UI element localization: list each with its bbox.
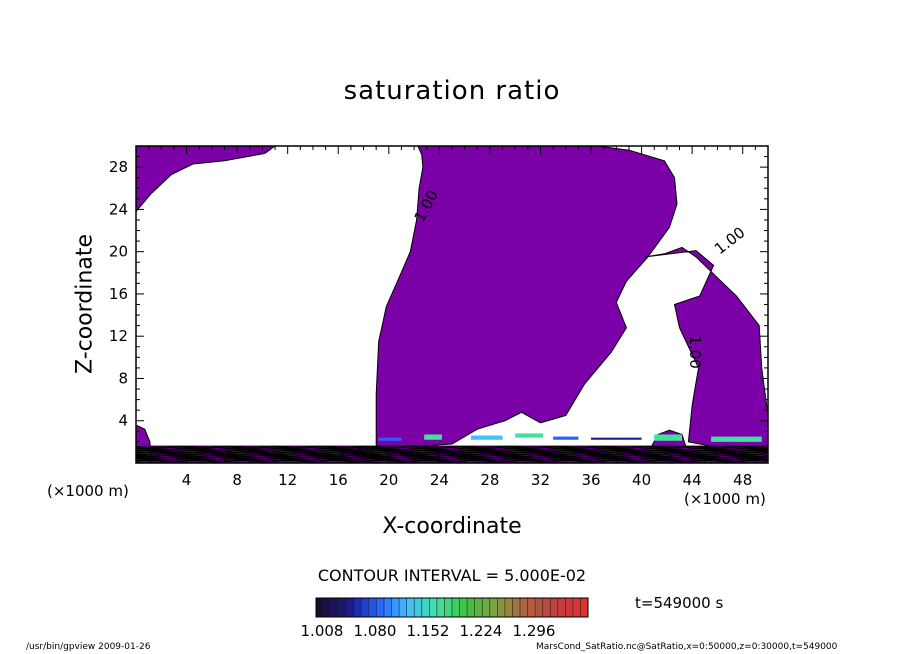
x-tick-label-16: 16	[329, 471, 348, 489]
surface-band-2	[470, 435, 503, 440]
colorbar-cell-33	[565, 598, 573, 617]
x-axis-label: X-coordinate	[382, 514, 522, 539]
colorbar-cell-30	[542, 598, 551, 617]
chart-title: saturation ratio	[343, 76, 561, 106]
surface-band-5	[654, 434, 683, 441]
contour-label-1: 1.00	[711, 223, 748, 258]
colorbar-cell-20	[467, 598, 475, 617]
footer-right: MarsCond_SatRatio.nc@SatRatio,x=0:50000,…	[536, 642, 838, 652]
colorbar-cell-13	[414, 598, 422, 617]
colorbar-cell-34	[572, 598, 581, 617]
colorbar-cell-27	[520, 598, 528, 617]
surface-contour-line-8	[135, 445, 769, 449]
surface-contour-line-7	[135, 447, 769, 451]
y-tick-label-12: 12	[109, 327, 128, 345]
region-right-lobe	[645, 246, 769, 447]
colorbar-cell-14	[421, 598, 430, 617]
x-tick-label-8: 8	[232, 471, 242, 489]
x-tick-label-20: 20	[379, 471, 398, 489]
x-unit-label-left: (×1000 m)	[47, 482, 129, 500]
surface-contour-line-3	[135, 454, 769, 458]
colorbar-cell-8	[376, 598, 384, 617]
x-unit-label-right: (×1000 m)	[684, 490, 766, 508]
y-axis-label-wrap: Z-coordinate	[68, 145, 102, 463]
colorbar-cell-3	[338, 598, 347, 617]
colorbar-label-4: 1.296	[513, 622, 556, 640]
surface-contour-line-6	[135, 449, 769, 453]
x-tick-label-44: 44	[683, 471, 702, 489]
surface-contour-line-4	[135, 452, 769, 456]
x-tick-label-12: 12	[278, 471, 297, 489]
surface-band-6	[711, 436, 762, 442]
time-label: t=549000 s	[635, 594, 724, 612]
x-tick-label-36: 36	[581, 471, 600, 489]
colorbar-cell-23	[489, 598, 498, 617]
surface-band-7	[591, 437, 642, 440]
y-tick-label-24: 24	[109, 200, 128, 218]
colorbar-cell-5	[353, 598, 362, 617]
colorbar-label-1: 1.080	[354, 622, 397, 640]
surface-band-0	[378, 437, 402, 441]
y-axis-label: Z-coordinate	[72, 234, 98, 374]
surface-band-3	[515, 433, 544, 438]
colorbar-cell-22	[482, 598, 490, 617]
colorbar-cell-32	[557, 598, 566, 617]
colorbar-cell-26	[512, 598, 520, 617]
x-tick-label-32: 32	[531, 471, 550, 489]
x-tick-label-28: 28	[480, 471, 499, 489]
colorbar-cell-31	[550, 598, 558, 617]
surface-contour-line-5	[135, 450, 769, 454]
colorbar-cell-21	[474, 598, 483, 617]
colorbar-cell-9	[384, 598, 392, 617]
colorbar-cell-35	[580, 598, 588, 617]
y-tick-label-28: 28	[109, 158, 128, 176]
surface-band-1	[424, 434, 442, 440]
x-ticks: 4 8 12 16 20 24 28 32 36 40 44 48	[148, 146, 756, 489]
colorbar-cell-17	[444, 598, 452, 617]
colorbar-border	[315, 597, 589, 618]
colorbar-cell-1	[323, 598, 332, 617]
y-tick-label-4: 4	[118, 412, 128, 430]
colorbar-cell-15	[429, 598, 437, 617]
region-central	[375, 145, 678, 447]
x-tick-label-40: 40	[632, 471, 651, 489]
colorbar-cell-24	[497, 598, 505, 617]
colorbar-label-3: 1.224	[460, 622, 503, 640]
contour-label-3: 0.00	[340, 445, 373, 463]
colorbar-cell-28	[527, 598, 536, 617]
colorbar-cell-7	[368, 598, 377, 617]
y-tick-label-16: 16	[109, 285, 128, 303]
contour-interval: CONTOUR INTERVAL = 5.000E-02	[317, 566, 587, 585]
x-tick-label-48: 48	[733, 471, 752, 489]
colorbar-label-2: 1.152	[407, 622, 450, 640]
colorbar	[315, 597, 589, 618]
colorbar-labels: 1.008 1.080 1.152 1.224 1.296	[301, 622, 556, 640]
colorbar-cell-0	[316, 598, 324, 617]
surface-band-4	[553, 436, 579, 440]
colorbar-cell-4	[346, 598, 354, 617]
colorbar-cell-18	[452, 598, 460, 617]
x-tick-label-4: 4	[182, 471, 192, 489]
colorbar-cell-25	[504, 598, 513, 617]
colorbar-label-0: 1.008	[301, 622, 344, 640]
y-tick-label-8: 8	[118, 369, 128, 387]
colorbar-cell-2	[331, 598, 339, 617]
region-top-left	[135, 145, 277, 213]
colorbar-cell-29	[535, 598, 543, 617]
y-tick-label-20: 20	[109, 243, 128, 261]
footer-left: /usr/bin/gpview 2009-01-26	[26, 642, 151, 652]
surface-contour-line-2	[135, 456, 769, 459]
colorbar-cell-11	[399, 598, 407, 617]
contour-label-2: 1.00	[686, 335, 704, 368]
colorbar-cell-16	[436, 598, 445, 617]
contour-fill-regions	[135, 145, 769, 464]
x-tick-label-24: 24	[430, 471, 449, 489]
colorbar-cell-19	[459, 598, 468, 617]
colorbar-cell-12	[406, 598, 415, 617]
colorbar-cell-10	[391, 598, 400, 617]
y-ticks: 4 8 12 16 20 24 28	[109, 156, 768, 453]
colorbar-cell-6	[361, 598, 369, 617]
